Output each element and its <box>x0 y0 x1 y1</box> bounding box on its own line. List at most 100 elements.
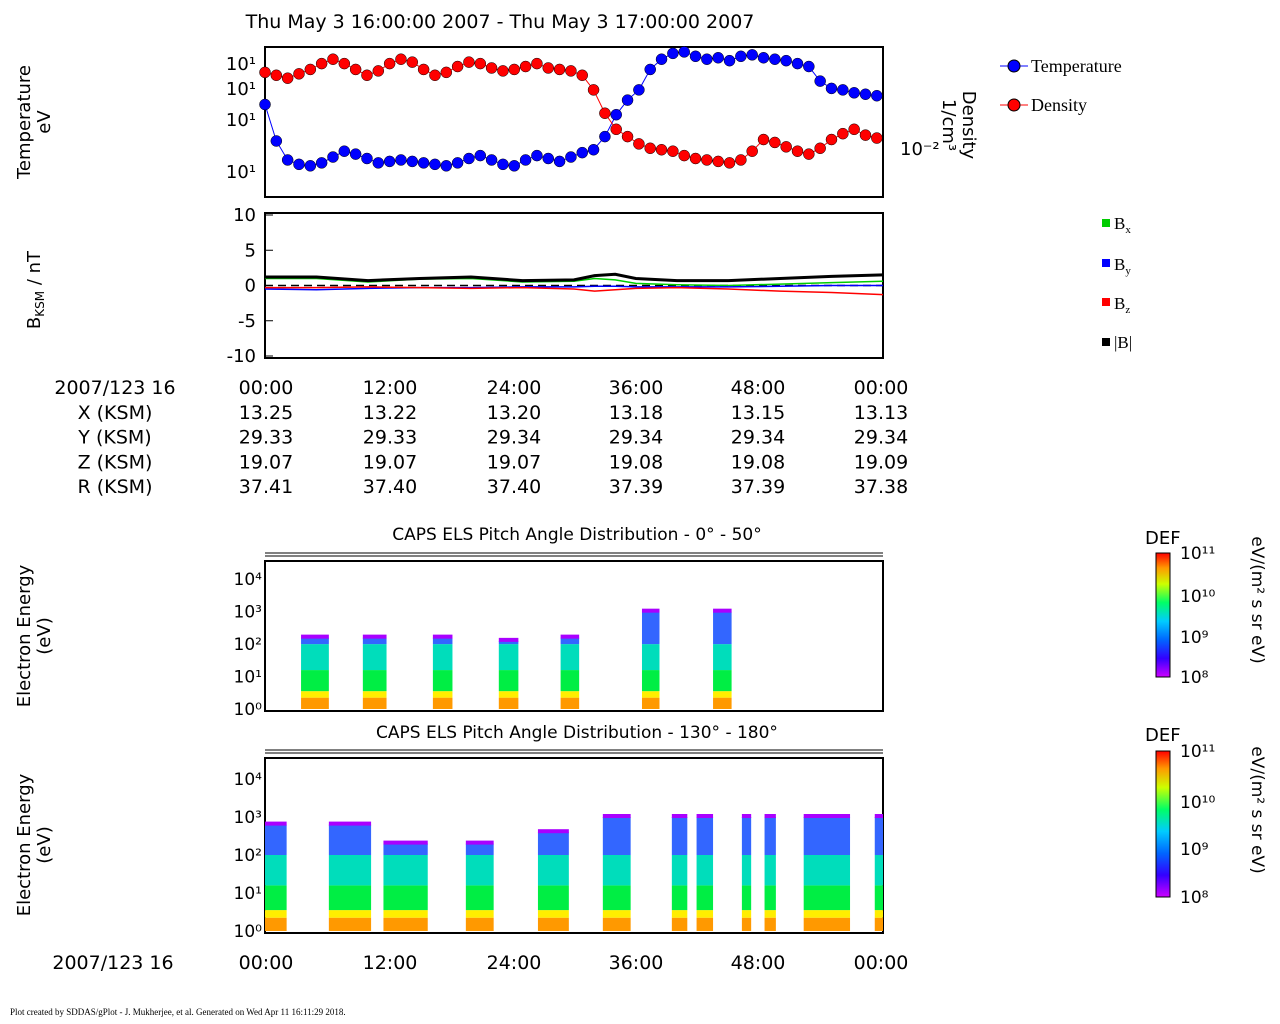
temp-tick-label: 10¹ <box>226 110 256 131</box>
spectrogram-cell <box>803 917 851 931</box>
colorbar-tick-label: 10¹⁰ <box>1180 587 1215 607</box>
point-density <box>621 130 634 143</box>
point-density <box>406 56 419 68</box>
ephemeris-cell: 13.22 <box>363 402 417 424</box>
spectrogram-cell <box>465 910 494 918</box>
point-temperature <box>349 148 362 160</box>
point-density <box>871 132 883 144</box>
point-density <box>757 133 770 146</box>
spectrogram-cell <box>301 697 329 709</box>
bfield-tick-label: 10 <box>233 205 256 226</box>
point-temperature <box>871 89 883 102</box>
ephemeris-time: 12:00 <box>363 377 418 399</box>
point-density <box>315 57 328 70</box>
plot-footer: Plot created by SDDAS/gPlot - J. Mukherj… <box>10 1007 346 1017</box>
point-temperature <box>531 149 543 162</box>
colorbar-tick-label: 10¹¹ <box>1180 544 1215 564</box>
ephemeris-cell: 37.41 <box>239 476 293 498</box>
spectrogram-cell <box>741 885 752 911</box>
spectrogram-cell <box>432 697 453 709</box>
ephemeris-row-label: X (KSM) <box>78 402 153 424</box>
bfield-tick-label: -5 <box>238 311 256 332</box>
point-temperature <box>383 155 396 168</box>
spectrogram-edge <box>432 634 453 639</box>
energy-tick-label: 10³ <box>234 603 262 623</box>
legend-label-density: Density <box>1031 95 1087 115</box>
spectrogram-cell <box>265 855 287 886</box>
ephemeris-cell: 19.08 <box>609 451 663 473</box>
point-density <box>417 63 430 76</box>
spectrogram-cell <box>696 917 714 931</box>
legend-marker-density <box>1007 98 1021 112</box>
ephemeris-row-label: Z (KSM) <box>78 451 153 473</box>
spectrogram-cell <box>301 644 329 671</box>
point-temperature <box>576 146 588 159</box>
colorbar-label: DEF <box>1145 725 1181 746</box>
colorbar-tick-label: 10⁹ <box>1180 840 1209 860</box>
temp-tick-label: 10¹ <box>226 79 256 100</box>
colorbar-unit: eV/(m² s sr eV) <box>1247 746 1267 873</box>
point-temperature <box>633 84 645 96</box>
density-axis-label: Density <box>958 91 979 160</box>
bfield-ylabel: BKSM / nT <box>24 250 47 329</box>
spectrogram-cell <box>696 817 714 855</box>
spectrogram-cell <box>560 670 580 692</box>
legend-label-by: By <box>1114 255 1131 277</box>
spectrogram-cell <box>383 843 428 855</box>
point-temperature <box>769 53 781 65</box>
point-temperature <box>825 82 838 95</box>
point-density <box>372 65 385 77</box>
point-temperature <box>474 149 487 162</box>
spectrogram-cell <box>498 640 519 645</box>
time-axis-tick-label: 24:00 <box>487 952 542 974</box>
spectrogram-cell <box>465 885 494 911</box>
colorbar-gradient <box>1155 750 1171 898</box>
legend-marker-bx <box>1102 219 1110 227</box>
legend-marker-by <box>1102 259 1110 267</box>
pad-0-50-ylabel: Electron Energy (eV) <box>14 564 55 707</box>
spectrogram-cell <box>641 644 660 671</box>
legend-marker-bz <box>1102 298 1110 306</box>
point-temperature <box>304 160 317 172</box>
spectrogram-cell <box>671 817 688 855</box>
point-temperature <box>338 145 351 157</box>
spectrogram-cell <box>328 855 372 886</box>
spectrogram-cell <box>383 885 428 911</box>
spectrogram-cell <box>713 670 732 692</box>
pad-0-50-colorbar: DEF 10¹¹ 10¹⁰ 10⁹ 10⁸ eV/(m² s sr eV) <box>1145 528 1267 688</box>
moments-ylabel-line2: eV <box>34 110 55 134</box>
spectrogram-edge <box>362 634 387 639</box>
energy-tick-label: 10⁰ <box>234 700 263 720</box>
time-axis-tick-label: 12:00 <box>363 952 418 974</box>
spectrogram-cell <box>803 817 851 855</box>
spectrogram-edge <box>328 821 372 826</box>
colorbar-tick-label: 10⁸ <box>1180 668 1209 688</box>
legend-marker-btot <box>1102 338 1110 346</box>
point-density <box>440 66 453 79</box>
point-density <box>746 145 758 157</box>
point-density <box>485 62 498 74</box>
point-temperature <box>463 152 475 165</box>
ephemeris-cell: 19.07 <box>363 451 417 473</box>
spectrogram-cell <box>265 824 287 855</box>
point-density <box>519 60 532 73</box>
ephemeris-cell: 13.20 <box>487 402 541 424</box>
spectrogram-cell <box>713 644 732 671</box>
spectrogram-cell <box>560 644 580 671</box>
spectrogram-cell <box>432 691 453 698</box>
spectrogram-cell <box>713 611 732 645</box>
point-density <box>769 136 781 149</box>
spectrogram-cell <box>803 885 851 911</box>
pad-0-50-ylabel-line1: Electron Energy <box>14 564 35 707</box>
legend-label-bx: Bx <box>1114 214 1131 236</box>
ephemeris-cell: 19.07 <box>487 451 541 473</box>
spectrogram-cell <box>383 917 428 931</box>
energy-tick-label: 10³ <box>234 808 262 828</box>
ephemeris-row-label: R (KSM) <box>78 476 153 498</box>
spectrogram-cell <box>874 855 883 886</box>
ephemeris-cell: 37.40 <box>487 476 541 498</box>
spectrogram-cell <box>560 637 580 645</box>
spectrogram-edge <box>696 814 714 818</box>
spectrogram-cell <box>764 885 776 911</box>
point-density <box>338 57 351 70</box>
